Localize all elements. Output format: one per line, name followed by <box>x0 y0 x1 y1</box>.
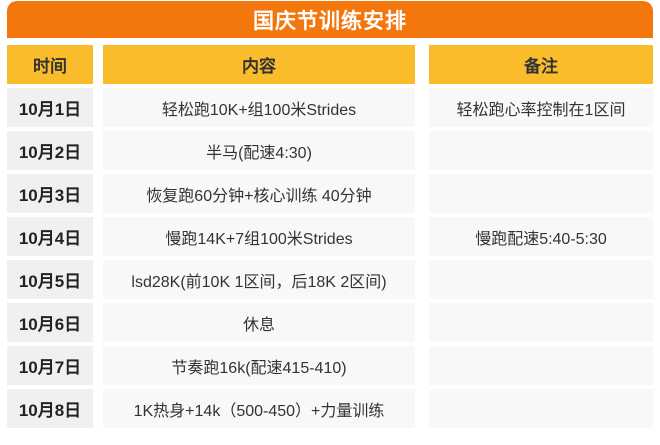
content-cell: 半马(配速4:30) <box>103 131 415 170</box>
note-cell <box>429 389 653 428</box>
note-cell <box>429 131 653 170</box>
content-cell: 恢复跑60分钟+核心训练 40分钟 <box>103 174 415 213</box>
date-cell: 10月1日 <box>7 88 93 127</box>
date-cell: 10月2日 <box>7 131 93 170</box>
table-header-row: 时间 内容 备注 <box>7 45 653 84</box>
table-row: 10月2日 半马(配速4:30) <box>7 131 653 170</box>
note-cell: 轻松跑心率控制在1区间 <box>429 88 653 127</box>
content-cell: 节奏跑16k(配速415-410) <box>103 346 415 385</box>
content-cell: 慢跑14K+7组100米Strides <box>103 217 415 256</box>
note-cell <box>429 303 653 342</box>
table-row: 10月4日 慢跑14K+7组100米Strides 慢跑配速5:40-5:30 <box>7 217 653 256</box>
page-title: 国庆节训练安排 <box>253 9 407 33</box>
content-cell: lsd28K(前10K 1区间，后18K 2区间) <box>103 260 415 299</box>
header-time: 时间 <box>7 45 93 84</box>
table-row: 10月3日 恢复跑60分钟+核心训练 40分钟 <box>7 174 653 213</box>
note-cell <box>429 260 653 299</box>
note-cell: 慢跑配速5:40-5:30 <box>429 217 653 256</box>
header-content: 内容 <box>103 45 415 84</box>
content-cell: 休息 <box>103 303 415 342</box>
title-bar: 国庆节训练安排 <box>7 1 653 38</box>
date-cell: 10月7日 <box>7 346 93 385</box>
date-cell: 10月3日 <box>7 174 93 213</box>
content-cell: 轻松跑10K+组100米Strides <box>103 88 415 127</box>
date-cell: 10月6日 <box>7 303 93 342</box>
table-row: 10月6日 休息 <box>7 303 653 342</box>
table-row: 10月5日 lsd28K(前10K 1区间，后18K 2区间) <box>7 260 653 299</box>
note-cell <box>429 174 653 213</box>
table-row: 10月7日 节奏跑16k(配速415-410) <box>7 346 653 385</box>
table-row: 10月8日 1K热身+14k（500-450）+力量训练 <box>7 389 653 428</box>
date-cell: 10月8日 <box>7 389 93 428</box>
date-cell: 10月4日 <box>7 217 93 256</box>
date-cell: 10月5日 <box>7 260 93 299</box>
content-cell: 1K热身+14k（500-450）+力量训练 <box>103 389 415 428</box>
header-notes: 备注 <box>429 45 653 84</box>
schedule-card: 国庆节训练安排 时间 内容 备注 10月1日 轻松跑10K+组100米Strid… <box>7 1 653 428</box>
note-cell <box>429 346 653 385</box>
table-row: 10月1日 轻松跑10K+组100米Strides 轻松跑心率控制在1区间 <box>7 88 653 127</box>
